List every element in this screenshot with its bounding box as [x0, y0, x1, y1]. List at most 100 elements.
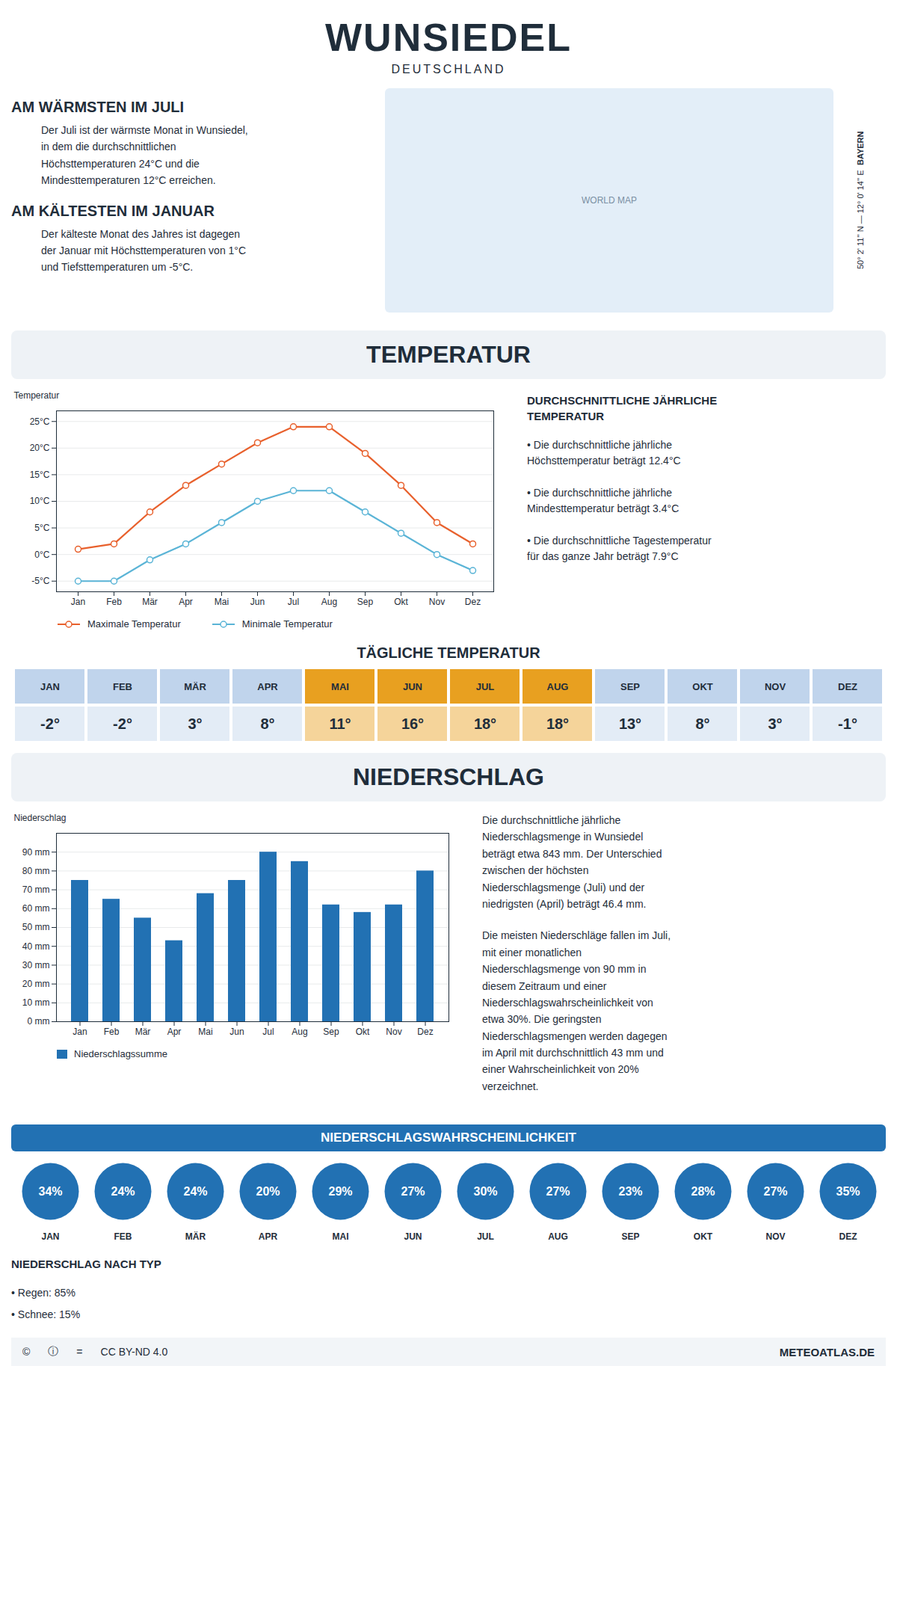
html-text:Der Juli ist der wärmste Monat: Der Juli ist der wärmste Monat in Wunsie… [41, 124, 248, 187]
svg-text:NOV: NOV [765, 1231, 785, 1242]
svg-text:8°: 8° [695, 715, 710, 732]
html-text:Der kälteste Monat des Jahres: Der kälteste Monat des Jahres ist dagege… [41, 227, 247, 274]
svg-text:JUL: JUL [476, 680, 495, 693]
svg-text:MAI: MAI [331, 680, 350, 693]
svg-text:Jul: Jul [287, 596, 299, 607]
svg-text:Apr: Apr [178, 596, 193, 607]
svg-text:DEZ: DEZ [837, 680, 858, 693]
svg-text:60 mm: 60 mm [22, 902, 51, 914]
svg-text:Sep: Sep [322, 1026, 340, 1037]
html-text:• Die durchschnittliche Tagest: • Die durchschnittliche Tagestemperatur … [526, 534, 712, 563]
svg-text:3°: 3° [187, 715, 202, 732]
svg-text:24%: 24% [183, 1184, 208, 1198]
svg-text:JAN: JAN [40, 680, 60, 693]
svg-text:27%: 27% [763, 1184, 788, 1198]
svg-text:Aug: Aug [291, 1026, 308, 1037]
svg-text:JUL: JUL [476, 1231, 495, 1242]
svg-text:Okt: Okt [393, 596, 409, 607]
svg-text:3°: 3° [767, 715, 782, 732]
svg-text:-5°C: -5°C [31, 575, 50, 587]
svg-text:18°: 18° [546, 715, 569, 732]
svg-text:NOV: NOV [764, 680, 787, 693]
svg-text:Sep: Sep [357, 596, 374, 607]
svg-text:JUN: JUN [402, 680, 423, 693]
svg-text:OKT: OKT [692, 680, 714, 693]
svg-text:18°: 18° [473, 715, 497, 732]
svg-text:FEB: FEB [112, 680, 133, 693]
svg-text:Temperatur: Temperatur [14, 390, 60, 401]
svg-text:JUN: JUN [403, 1231, 422, 1242]
svg-text:Niederschlag: Niederschlag [14, 812, 67, 823]
svg-text:MAI: MAI [332, 1231, 350, 1242]
svg-text:Mai: Mai [198, 1026, 213, 1037]
svg-text:JAN: JAN [41, 1231, 60, 1242]
svg-text:Nov: Nov [385, 1026, 402, 1037]
svg-text:Aug: Aug [321, 596, 338, 607]
svg-text:27%: 27% [545, 1184, 570, 1198]
svg-text:Feb: Feb [106, 596, 122, 607]
svg-text:-2°: -2° [40, 715, 60, 732]
svg-text:SEP: SEP [621, 1231, 640, 1242]
svg-text:0 mm: 0 mm [27, 1015, 51, 1027]
svg-text:FEB: FEB [114, 1231, 133, 1242]
svg-text:AUG: AUG [547, 1231, 569, 1242]
svg-text:Mai: Mai [214, 596, 229, 607]
svg-text:Okt: Okt [355, 1026, 371, 1037]
svg-text:29%: 29% [328, 1184, 353, 1198]
svg-text:20°C: 20°C [29, 442, 51, 453]
svg-text:27%: 27% [400, 1184, 425, 1198]
svg-text:50 mm: 50 mm [22, 921, 51, 933]
svg-text:Mär: Mär [142, 596, 158, 607]
svg-text:Dez: Dez [464, 596, 481, 607]
svg-text:SEP: SEP [620, 680, 640, 693]
html-text:• Die durchschnittliche jährli: • Die durchschnittliche jährliche Höchst… [526, 438, 681, 467]
svg-text:70 mm: 70 mm [22, 884, 51, 895]
svg-text:30%: 30% [473, 1184, 498, 1198]
html-text:• Die durchschnittliche jährli: • Die durchschnittliche jährliche Mindes… [526, 486, 679, 515]
svg-text:20%: 20% [255, 1184, 280, 1198]
svg-text:Jun: Jun [250, 596, 265, 607]
svg-text:DEZ: DEZ [839, 1231, 858, 1242]
svg-text:Jun: Jun [229, 1026, 244, 1037]
svg-text:-1°: -1° [837, 715, 858, 732]
html-text:Die meisten Niederschläge fall: Die meisten Niederschläge fallen im Juli… [482, 929, 671, 1093]
svg-text:APR: APR [258, 1231, 279, 1242]
svg-text:AUG: AUG [547, 680, 569, 693]
svg-text:Feb: Feb [103, 1026, 120, 1037]
svg-text:Jan: Jan [72, 1026, 87, 1037]
svg-text:35%: 35% [835, 1184, 860, 1198]
svg-text:24%: 24% [110, 1184, 135, 1198]
svg-text:90 mm: 90 mm [22, 846, 51, 858]
svg-text:Jul: Jul [262, 1026, 274, 1037]
svg-text:34%: 34% [38, 1184, 63, 1198]
svg-text:20 mm: 20 mm [22, 978, 51, 989]
svg-text:Apr: Apr [167, 1026, 182, 1037]
svg-text:APR: APR [257, 680, 279, 693]
svg-text:28%: 28% [690, 1184, 715, 1198]
svg-text:80 mm: 80 mm [22, 865, 51, 877]
svg-text:30 mm: 30 mm [22, 959, 51, 971]
svg-text:MÄR: MÄR [185, 1230, 207, 1242]
svg-text:Dez: Dez [417, 1026, 433, 1037]
svg-text:Mär: Mär [135, 1026, 151, 1037]
svg-text:10°C: 10°C [29, 495, 51, 507]
svg-text:8°: 8° [260, 715, 275, 732]
svg-text:11°: 11° [328, 715, 351, 732]
svg-text:15°C: 15°C [29, 469, 51, 480]
svg-text:5°C: 5°C [34, 522, 50, 533]
svg-text:Nov: Nov [429, 596, 445, 607]
svg-text:-2°: -2° [112, 715, 133, 732]
svg-text:13°: 13° [618, 715, 642, 732]
svg-text:23%: 23% [618, 1184, 643, 1198]
svg-text:Jan: Jan [71, 596, 86, 607]
svg-text:OKT: OKT [693, 1231, 714, 1242]
svg-text:0°C: 0°C [34, 549, 50, 560]
html-text:WUNSIEDEL: WUNSIEDEL [325, 15, 572, 60]
svg-text:16°: 16° [401, 715, 424, 732]
html-text:Die durchschnittliche jährlich: Die durchschnittliche jährliche Niedersc… [482, 814, 662, 910]
svg-text:10 mm: 10 mm [22, 997, 51, 1008]
svg-text:40 mm: 40 mm [22, 941, 51, 952]
svg-text:MÄR: MÄR [183, 680, 207, 693]
svg-text:25°C: 25°C [29, 416, 51, 427]
html-text:DURCHSCHNITTLICHE JÄHRLICHE TE: DURCHSCHNITTLICHE JÄHRLICHE TEMPERATUR [526, 393, 718, 423]
